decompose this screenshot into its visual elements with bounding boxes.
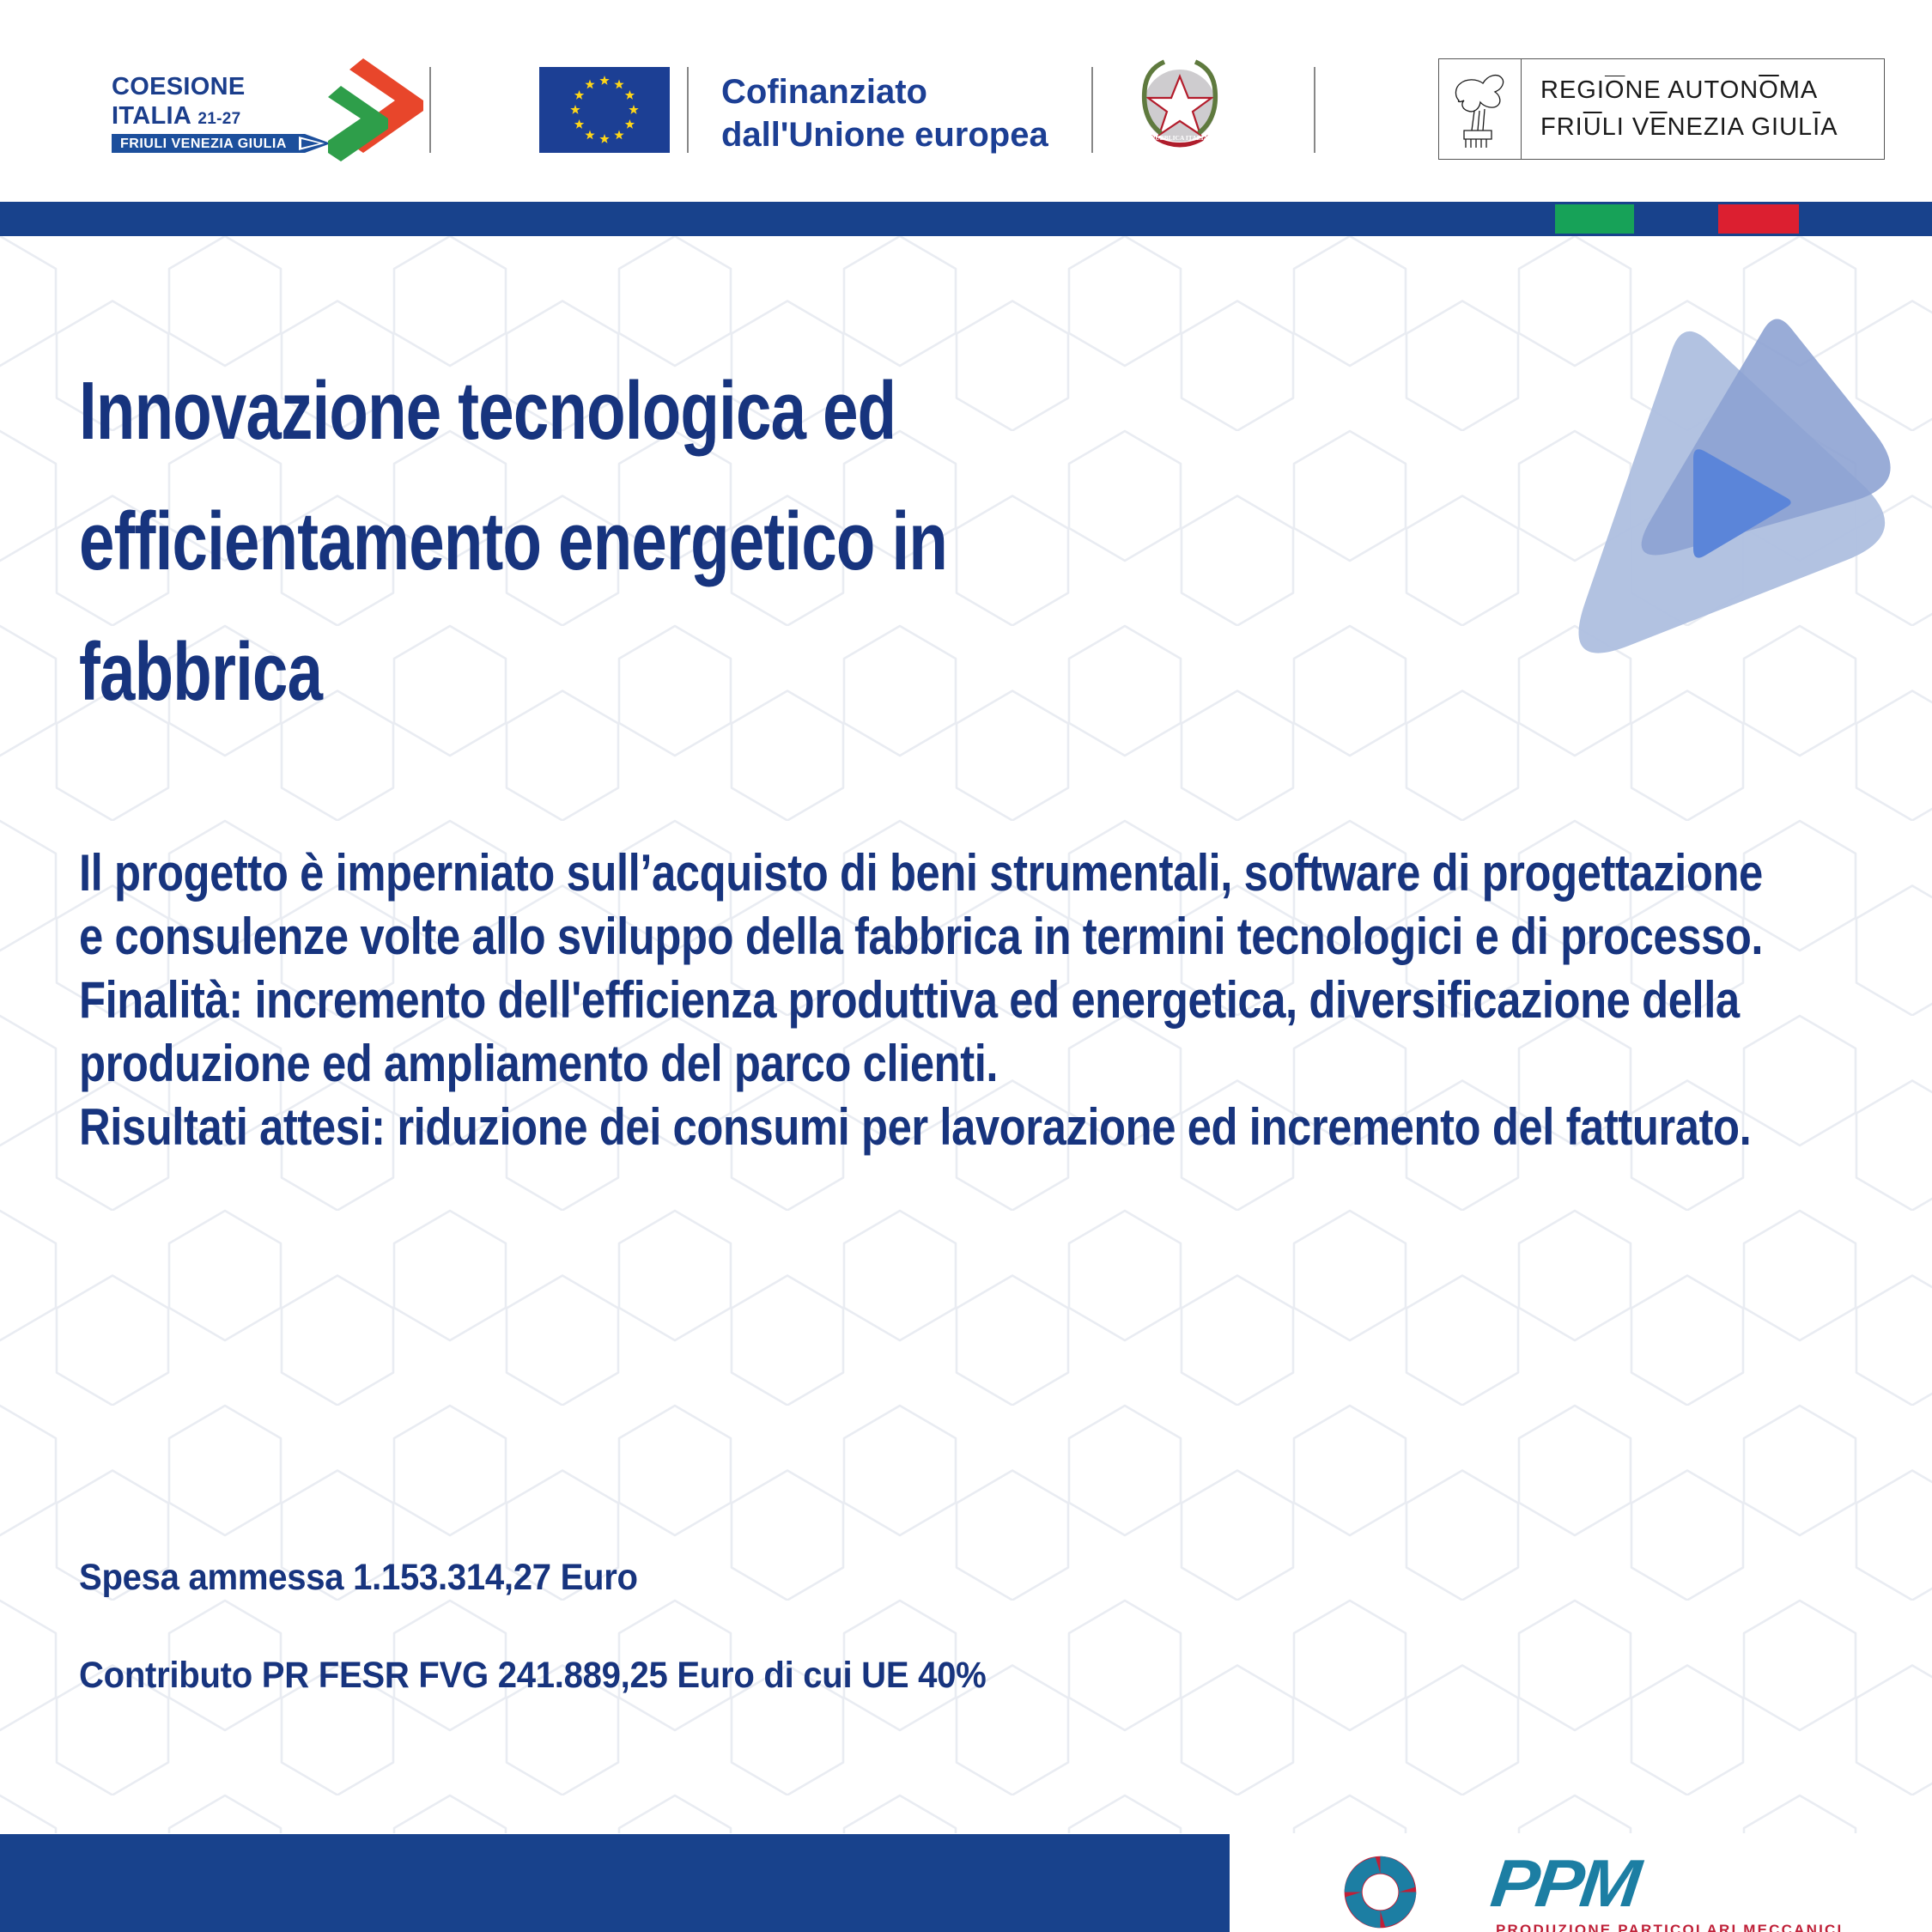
svg-text:REPUBBLICA ITALIANA: REPUBBLICA ITALIANA [1142, 134, 1218, 142]
svg-text:COESIONE: COESIONE [112, 73, 246, 100]
svg-text:FRIULI VENEZIA GIULIA: FRIULI VENEZIA GIULIA [120, 137, 287, 151]
svg-text:ITALIA 21-27: ITALIA 21-27 [112, 102, 240, 130]
